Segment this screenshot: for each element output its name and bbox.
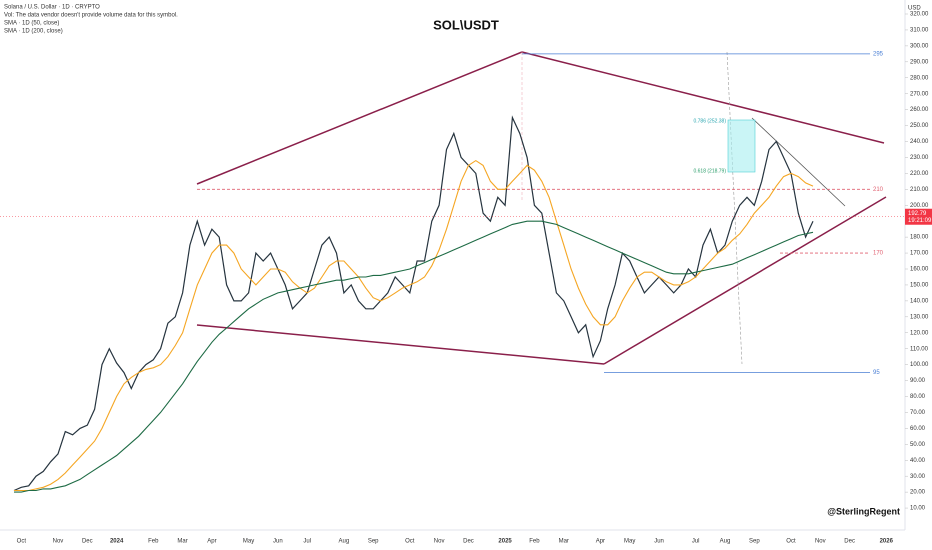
drawings xyxy=(196,51,887,365)
trendline xyxy=(521,51,885,144)
x-tick-label: 2026 xyxy=(880,539,894,545)
trendline xyxy=(751,117,846,207)
x-tick-label: Nov xyxy=(815,539,826,545)
y-tick-label: 50.00 xyxy=(910,442,926,448)
y-tick-label: 40.00 xyxy=(910,458,926,464)
y-tick-label: 120.00 xyxy=(910,330,929,336)
y-tick-label: 130.00 xyxy=(910,314,929,320)
series-line xyxy=(13,115,814,492)
y-tick-label: 250.00 xyxy=(910,123,929,129)
y-tick-label: 240.00 xyxy=(910,139,929,145)
trendline xyxy=(196,324,605,365)
y-tick-label: 170.00 xyxy=(910,251,929,257)
last-price-label: 192.79 xyxy=(908,211,927,217)
y-tick-label: 210.00 xyxy=(910,187,929,193)
x-tick-label: Oct xyxy=(786,539,796,545)
x-tick-label: Apr xyxy=(207,539,216,545)
x-tick-label: Oct xyxy=(405,539,415,545)
fib-zone xyxy=(727,119,756,173)
x-tick-label: Jun xyxy=(273,539,283,545)
y-tick-label: 220.00 xyxy=(910,171,929,177)
x-tick-label: Oct xyxy=(17,539,27,545)
y-tick-label: 10.00 xyxy=(910,506,926,512)
vertical-marker xyxy=(726,51,743,365)
y-tick-label: 70.00 xyxy=(910,410,926,416)
x-tick-label: Feb xyxy=(148,539,159,545)
x-tick-label: Aug xyxy=(339,539,350,545)
volume-note: Vol: The data vendor doesn't provide vol… xyxy=(4,13,178,19)
y-tick-label: 260.00 xyxy=(910,107,929,113)
y-tick-label: 230.00 xyxy=(910,155,929,161)
trendline xyxy=(196,51,523,185)
x-tick-label: Mar xyxy=(559,539,569,545)
y-tick-label: 60.00 xyxy=(910,426,926,432)
x-tick-label: Nov xyxy=(434,539,445,545)
x-tick-label: Sep xyxy=(749,539,760,545)
level-label: 295 xyxy=(873,51,884,57)
x-tick-label: Dec xyxy=(463,539,474,545)
y-tick-label: 110.00 xyxy=(910,346,929,352)
x-tick-label: 2024 xyxy=(110,539,124,545)
y-tick-label: 270.00 xyxy=(910,91,929,97)
symbol-info: Solana / U.S. Dollar · 1D · CRYPTO xyxy=(4,5,100,11)
watermark: @SterlingRegent xyxy=(827,506,900,516)
y-tick-label: 320.00 xyxy=(910,12,929,18)
x-tick-label: Jun xyxy=(654,539,664,545)
x-tick-label: Jul xyxy=(692,539,700,545)
series-line xyxy=(14,220,814,493)
fib-label: 0.786 (252.38) xyxy=(693,118,726,124)
x-tick-label: Nov xyxy=(53,539,64,545)
y-tick-label: 140.00 xyxy=(910,298,929,304)
y-tick-label: 200.00 xyxy=(910,203,929,209)
x-tick-label: Aug xyxy=(720,539,731,545)
y-tick-label: 100.00 xyxy=(910,362,929,368)
level-label: 210 xyxy=(873,187,884,193)
x-tick-label: May xyxy=(243,539,254,545)
y-tick-label: 20.00 xyxy=(910,490,926,496)
sma50-legend: SMA · 1D (50, close) xyxy=(4,21,59,27)
x-tick-label: 2025 xyxy=(498,539,512,545)
countdown-label: 19:21:09 xyxy=(908,218,932,224)
x-tick-label: Sep xyxy=(368,539,379,545)
chart-title: SOL\USDT xyxy=(433,17,499,32)
y-tick-label: 290.00 xyxy=(910,59,929,65)
y-tick-label: 80.00 xyxy=(910,394,926,400)
y-tick-label: 90.00 xyxy=(910,378,926,384)
x-tick-label: Mar xyxy=(177,539,187,545)
x-tick-label: Dec xyxy=(844,539,855,545)
y-tick-label: 310.00 xyxy=(910,28,929,34)
y-tick-label: 150.00 xyxy=(910,283,929,289)
fib-label: 0.618 (218.79) xyxy=(693,168,726,174)
x-tick-label: May xyxy=(624,539,635,545)
currency-label: USD xyxy=(908,6,921,12)
series-line xyxy=(14,159,814,492)
sma200-legend: SMA · 1D (200, close) xyxy=(4,29,63,35)
x-tick-label: Feb xyxy=(529,539,540,545)
x-tick-label: Dec xyxy=(82,539,93,545)
level-label: 95 xyxy=(873,370,880,376)
y-tick-label: 280.00 xyxy=(910,75,929,81)
y-tick-label: 30.00 xyxy=(910,474,926,480)
last-price-box xyxy=(905,208,932,225)
x-tick-label: Apr xyxy=(596,539,605,545)
x-tick-label: Jul xyxy=(303,539,311,545)
y-tick-label: 300.00 xyxy=(910,43,929,49)
y-tick-label: 160.00 xyxy=(910,267,929,273)
level-label: 170 xyxy=(873,251,884,257)
trendline xyxy=(603,196,887,365)
y-tick-label: 180.00 xyxy=(910,235,929,241)
